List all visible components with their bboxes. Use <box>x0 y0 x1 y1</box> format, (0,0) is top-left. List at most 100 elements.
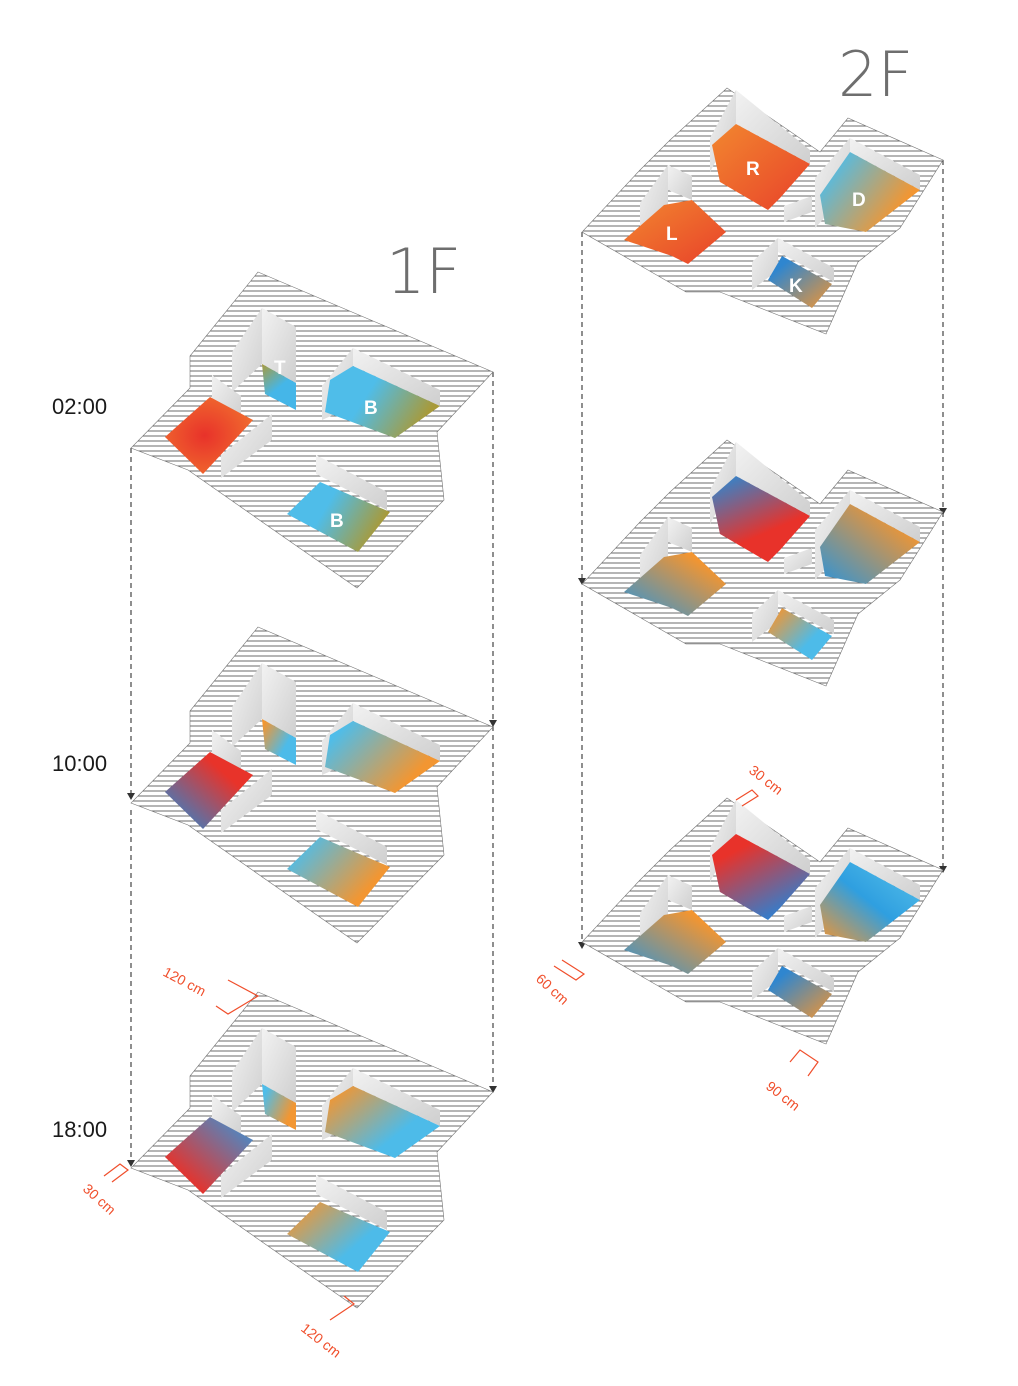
room-bath-lower <box>287 482 390 552</box>
room-l <box>624 910 726 974</box>
wall <box>353 348 440 406</box>
room-k <box>768 256 832 308</box>
room-bedroom <box>165 397 253 474</box>
dimension-label-2f-bottom: 90 cm <box>763 1078 803 1114</box>
wall <box>736 90 810 164</box>
wall <box>784 196 812 222</box>
wall <box>353 703 440 761</box>
hatched-slab <box>130 991 494 1309</box>
wall <box>212 375 241 420</box>
plan-2f-0200: R D L K <box>581 87 944 335</box>
wall <box>784 906 812 932</box>
dimension-label-2f-left: 60 cm <box>533 970 572 1007</box>
wall <box>668 165 692 200</box>
dimension-label-1f-bottom: 120 cm <box>298 1320 344 1361</box>
room-k <box>768 608 832 660</box>
room-d <box>820 152 920 232</box>
room-label-d: D <box>852 190 866 211</box>
arrowhead <box>939 866 947 873</box>
dimension-line-1f-left <box>103 1163 129 1183</box>
room-d <box>820 504 920 584</box>
room-bath-lower <box>287 837 390 907</box>
plan-2f-1800 <box>581 797 944 1045</box>
plan-1f-1000 <box>130 626 494 944</box>
wall <box>221 414 272 478</box>
room-r <box>712 124 810 210</box>
wall <box>262 663 296 738</box>
time-label-1800: 18:00 <box>52 1117 107 1142</box>
floor-title-2f: 2F <box>838 38 913 111</box>
room-r <box>712 476 810 562</box>
hatched-slab <box>130 626 494 944</box>
arrowhead <box>939 508 947 515</box>
room-bedroom <box>165 752 253 829</box>
dimension-line-2f-bottom <box>789 1049 819 1077</box>
wall <box>850 490 920 542</box>
wall <box>850 848 920 900</box>
wall <box>784 548 812 574</box>
hatched-slab <box>130 271 494 589</box>
dimension-label-1f-top: 120 cm <box>161 964 209 1000</box>
room-l <box>624 552 726 616</box>
room-k <box>768 966 832 1018</box>
room-bath-upper <box>325 721 440 793</box>
room-label-toilet: T <box>274 358 286 379</box>
room-toilet <box>262 1084 296 1130</box>
arrowhead <box>127 1160 135 1167</box>
wall <box>752 948 778 1000</box>
wall <box>736 800 810 874</box>
plan-2f-1000 <box>581 439 944 687</box>
time-label-1000: 10:00 <box>52 751 107 776</box>
plan-1f-0200: T B B <box>130 271 494 589</box>
wall <box>752 590 778 642</box>
wall <box>778 238 834 282</box>
arrowhead <box>578 578 586 585</box>
room-r <box>712 834 810 920</box>
wall <box>640 165 668 238</box>
wall <box>212 730 241 775</box>
wall <box>232 663 262 747</box>
room-label-k: K <box>789 276 803 297</box>
plan-1f-1800 <box>130 991 494 1309</box>
wall <box>640 517 668 590</box>
dimension-line-1f-top <box>215 979 260 1015</box>
room-bath-lower <box>287 1202 390 1272</box>
room-d <box>820 862 920 942</box>
room-bedroom <box>165 1117 253 1194</box>
wall <box>752 238 778 290</box>
wall <box>212 1095 241 1140</box>
projection-arrowheads <box>127 508 947 1167</box>
wall <box>316 810 387 865</box>
arrowhead <box>489 720 497 727</box>
wall <box>736 442 810 516</box>
room-label-bath-lower: B <box>330 511 344 532</box>
dimension-line-1f-bottom <box>329 1295 356 1321</box>
room-label-r: R <box>746 159 760 180</box>
wall <box>778 590 834 634</box>
projection-lines <box>130 160 944 1162</box>
arrowhead <box>578 942 586 949</box>
dimension-line-2f-top <box>735 789 759 807</box>
wall <box>316 455 387 510</box>
room-label-l: L <box>666 224 678 245</box>
dimension-marks <box>103 789 819 1321</box>
dimension-label-1f-left: 30 cm <box>80 1180 119 1217</box>
wall <box>668 517 692 552</box>
wall <box>262 308 296 383</box>
room-toilet <box>262 364 296 410</box>
arrowhead <box>489 1086 497 1093</box>
room-bath-upper <box>325 1086 440 1158</box>
dimension-label-2f-top: 30 cm <box>746 762 786 798</box>
dimension-line-2f-left <box>553 959 586 981</box>
wall <box>232 308 262 392</box>
wall <box>353 1068 440 1126</box>
wall <box>850 138 920 190</box>
wall <box>316 1175 387 1230</box>
wall <box>221 1134 272 1198</box>
wall <box>640 875 668 948</box>
floor-title-1f: 1F <box>386 235 461 308</box>
wall <box>221 769 272 833</box>
time-label-0200: 02:00 <box>52 394 107 419</box>
wall <box>668 875 692 910</box>
